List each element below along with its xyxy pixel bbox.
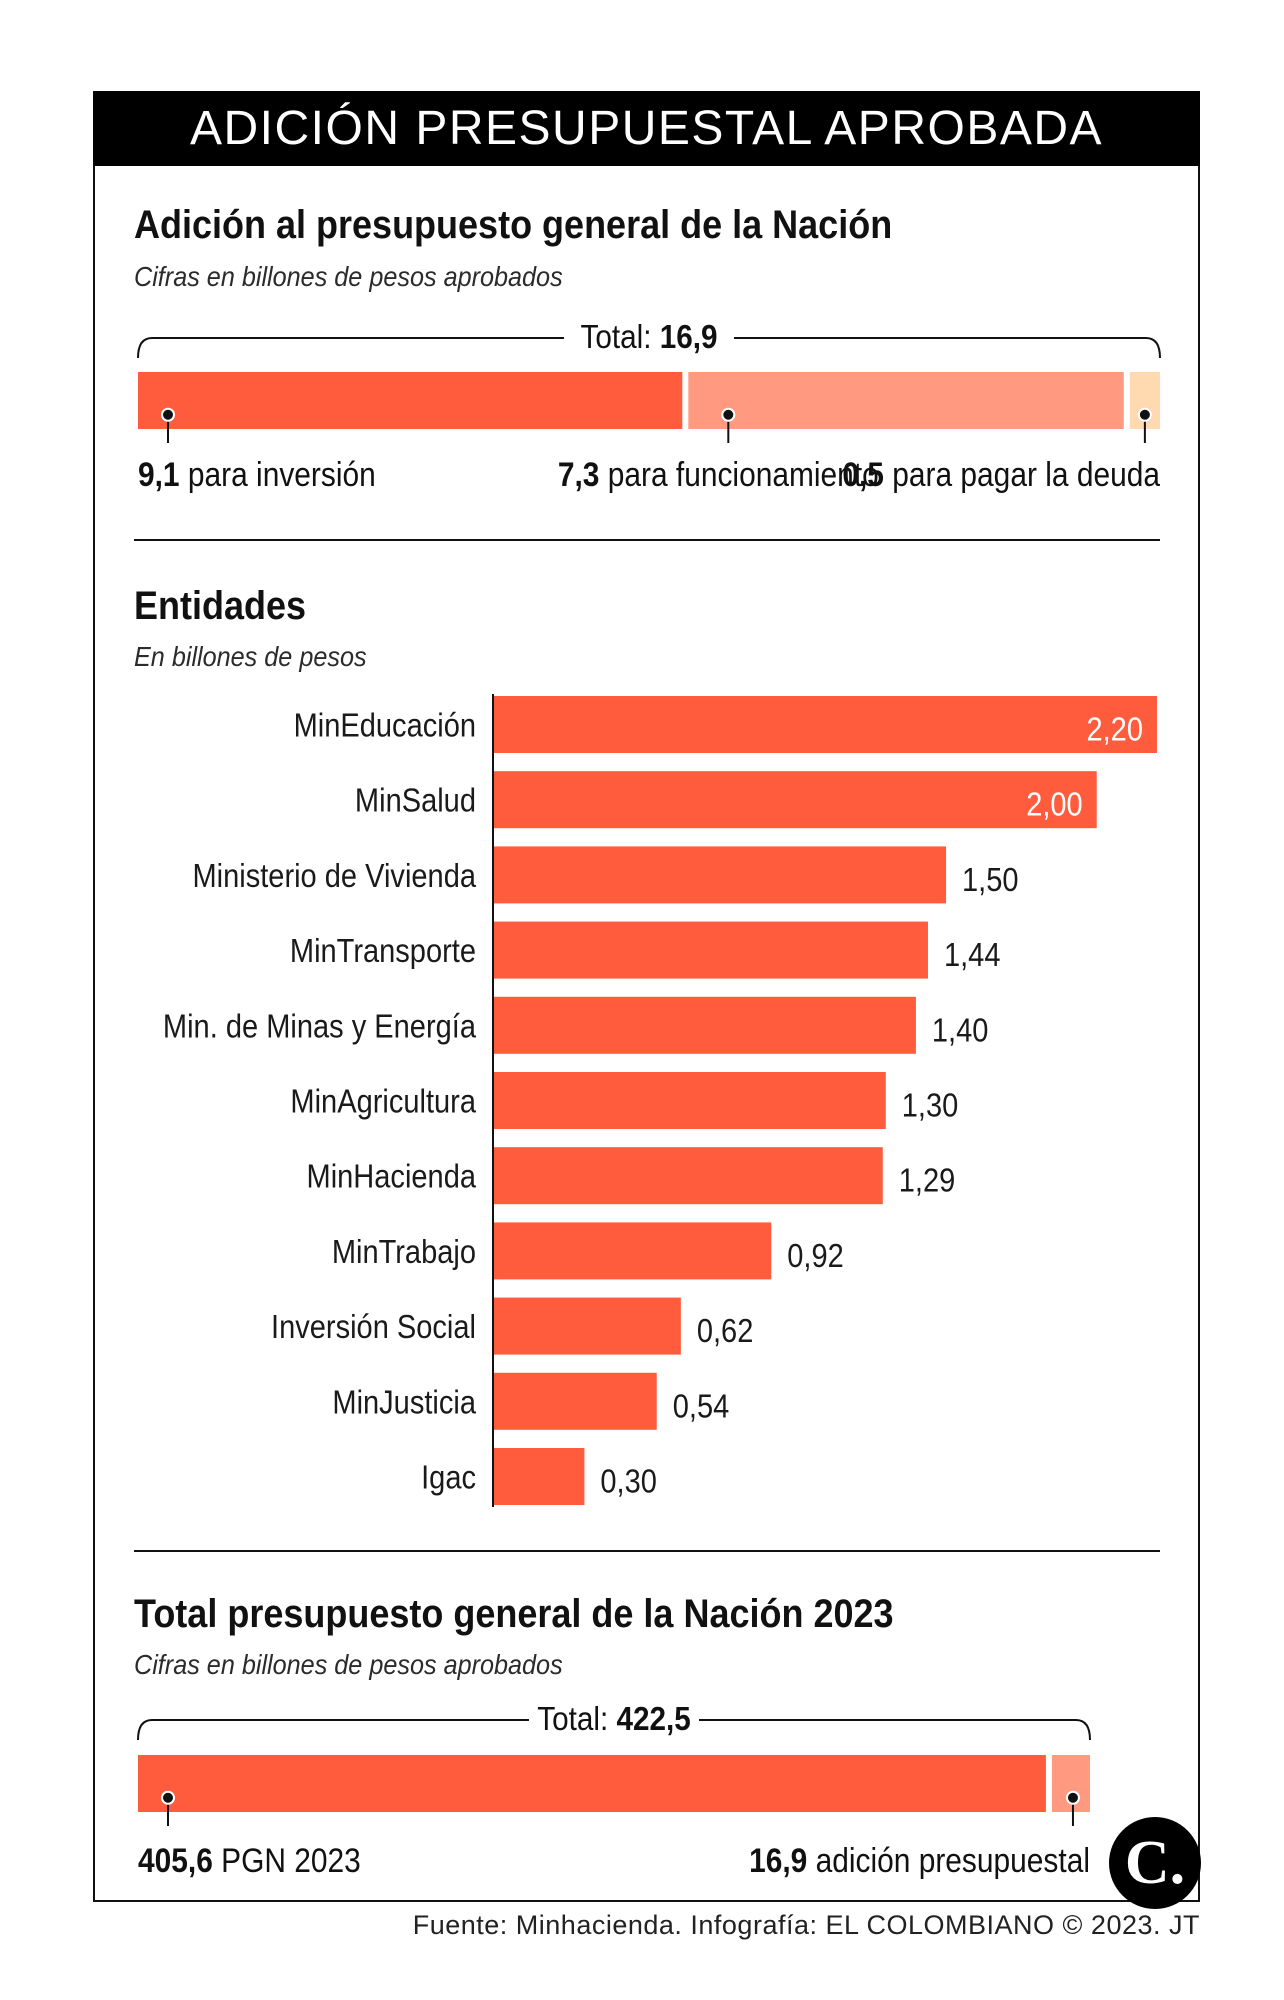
value-label-7: 0,92 (787, 1237, 844, 1274)
marker-dot-2 (1137, 407, 1152, 422)
value-label-5: 1,30 (902, 1087, 959, 1124)
bar-6 (494, 1147, 883, 1205)
segment-value-1: 16,9 (749, 1841, 816, 1879)
total-label-text: Total: (581, 319, 660, 356)
segment-value-0: 9,1 (138, 455, 188, 493)
page-title: ADICIÓN PRESUPUESTAL APROBADA (93, 91, 1200, 166)
value-label-2: 1,50 (962, 861, 1019, 898)
segment-text-1: adición presupuestal (816, 1841, 1090, 1879)
divider (134, 539, 1160, 541)
stacked-segment-0 (138, 372, 683, 429)
bar-4 (494, 996, 916, 1054)
stacked-bar-total: Total: 422,5 405,6 PGN 2023 16,9 adición p… (137, 1701, 1091, 1879)
total-label: Total: 16,9 (581, 319, 718, 356)
bar-10 (494, 1448, 585, 1505)
section-title-entidades: Entidades (134, 584, 307, 628)
total-label-text: Total: (537, 1701, 616, 1738)
total-value: 422,5 (616, 1701, 690, 1738)
segment-label-2: 0,5 para pagar la deuda (842, 455, 1160, 493)
bar-8 (494, 1297, 681, 1355)
total-label: Total: 422,5 (537, 1701, 690, 1738)
segment-value-2: 0,5 (842, 455, 892, 493)
segment-label-0: 405,6 PGN 2023 (138, 1841, 361, 1879)
total-brace (137, 1719, 1091, 1741)
bar-1 (494, 771, 1097, 829)
bar-chart-entidades: MinEducación 2,20 MinSalud 2,00 Ministerio d… (163, 694, 1157, 1507)
value-label-0: 2,20 (1086, 711, 1143, 748)
total-brace (137, 337, 1161, 359)
stacked-bar-adicion: Total: 16,9 9,1 para inversión 7,3 para fu… (137, 319, 1161, 493)
segment-text-1: para funcionamiento (608, 455, 879, 493)
marker-dot-1 (721, 407, 736, 422)
divider (134, 1550, 1160, 1552)
category-label-5: MinAgricultura (290, 1083, 476, 1120)
bar-3 (494, 921, 928, 979)
source-credit: Fuente: Minhacienda. Infografía: EL COLO… (412, 1910, 1200, 1940)
section-subtitle-total: Cifras en billones de pesos aprobados (134, 1649, 563, 1680)
bar-2 (494, 846, 947, 904)
bar-7 (494, 1222, 772, 1280)
marker-dot-1 (1065, 1790, 1080, 1805)
category-label-9: MinJusticia (332, 1384, 476, 1421)
value-label-3: 1,44 (944, 936, 1001, 973)
value-label-10: 0,30 (600, 1463, 657, 1500)
category-label-1: MinSalud (355, 782, 476, 819)
marker-dot-0 (161, 1790, 175, 1805)
segment-label-1: 16,9 adición presupuestal (749, 1841, 1090, 1879)
category-label-8: Inversión Social (271, 1308, 476, 1345)
category-label-2: Ministerio de Vivienda (192, 857, 476, 894)
bar-9 (494, 1372, 657, 1430)
section-title-adicion: Adición al presupuesto general de la Nac… (134, 203, 893, 247)
category-label-7: MinTrabajo (332, 1233, 476, 1270)
bar-0 (494, 696, 1157, 753)
category-label-10: Igac (421, 1459, 476, 1496)
segment-label-0: 9,1 para inversión (138, 455, 376, 493)
segment-text-2: para pagar la deuda (892, 455, 1160, 493)
section-subtitle-adicion: Cifras en billones de pesos aprobados (134, 261, 563, 292)
category-label-3: MinTransporte (290, 932, 476, 969)
stacked-segment-0 (138, 1755, 1046, 1812)
segment-value-1: 7,3 (558, 455, 608, 493)
value-label-8: 0,62 (697, 1312, 754, 1349)
category-label-4: Min. de Minas y Energía (163, 1008, 477, 1045)
section-subtitle-entidades: En billones de pesos (134, 641, 367, 672)
value-label-1: 2,00 (1026, 786, 1083, 823)
value-label-4: 1,40 (932, 1012, 989, 1049)
total-value: 16,9 (660, 319, 718, 356)
category-label-6: MinHacienda (307, 1158, 477, 1195)
section-title-total: Total presupuesto general de la Nación 2… (134, 1592, 894, 1636)
value-label-6: 1,29 (899, 1162, 956, 1199)
value-label-9: 0,54 (673, 1388, 730, 1425)
category-label-0: MinEducación (294, 707, 476, 744)
segment-text-0: PGN 2023 (221, 1841, 361, 1879)
bar-5 (494, 1072, 886, 1129)
marker-dot-0 (161, 407, 175, 422)
stacked-segment-1 (688, 372, 1124, 429)
el-colombiano-logo: C. (1109, 1817, 1201, 1909)
segment-label-1: 7,3 para funcionamiento (558, 455, 879, 493)
segment-value-0: 405,6 (138, 1841, 221, 1879)
segment-text-0: para inversión (188, 455, 376, 493)
